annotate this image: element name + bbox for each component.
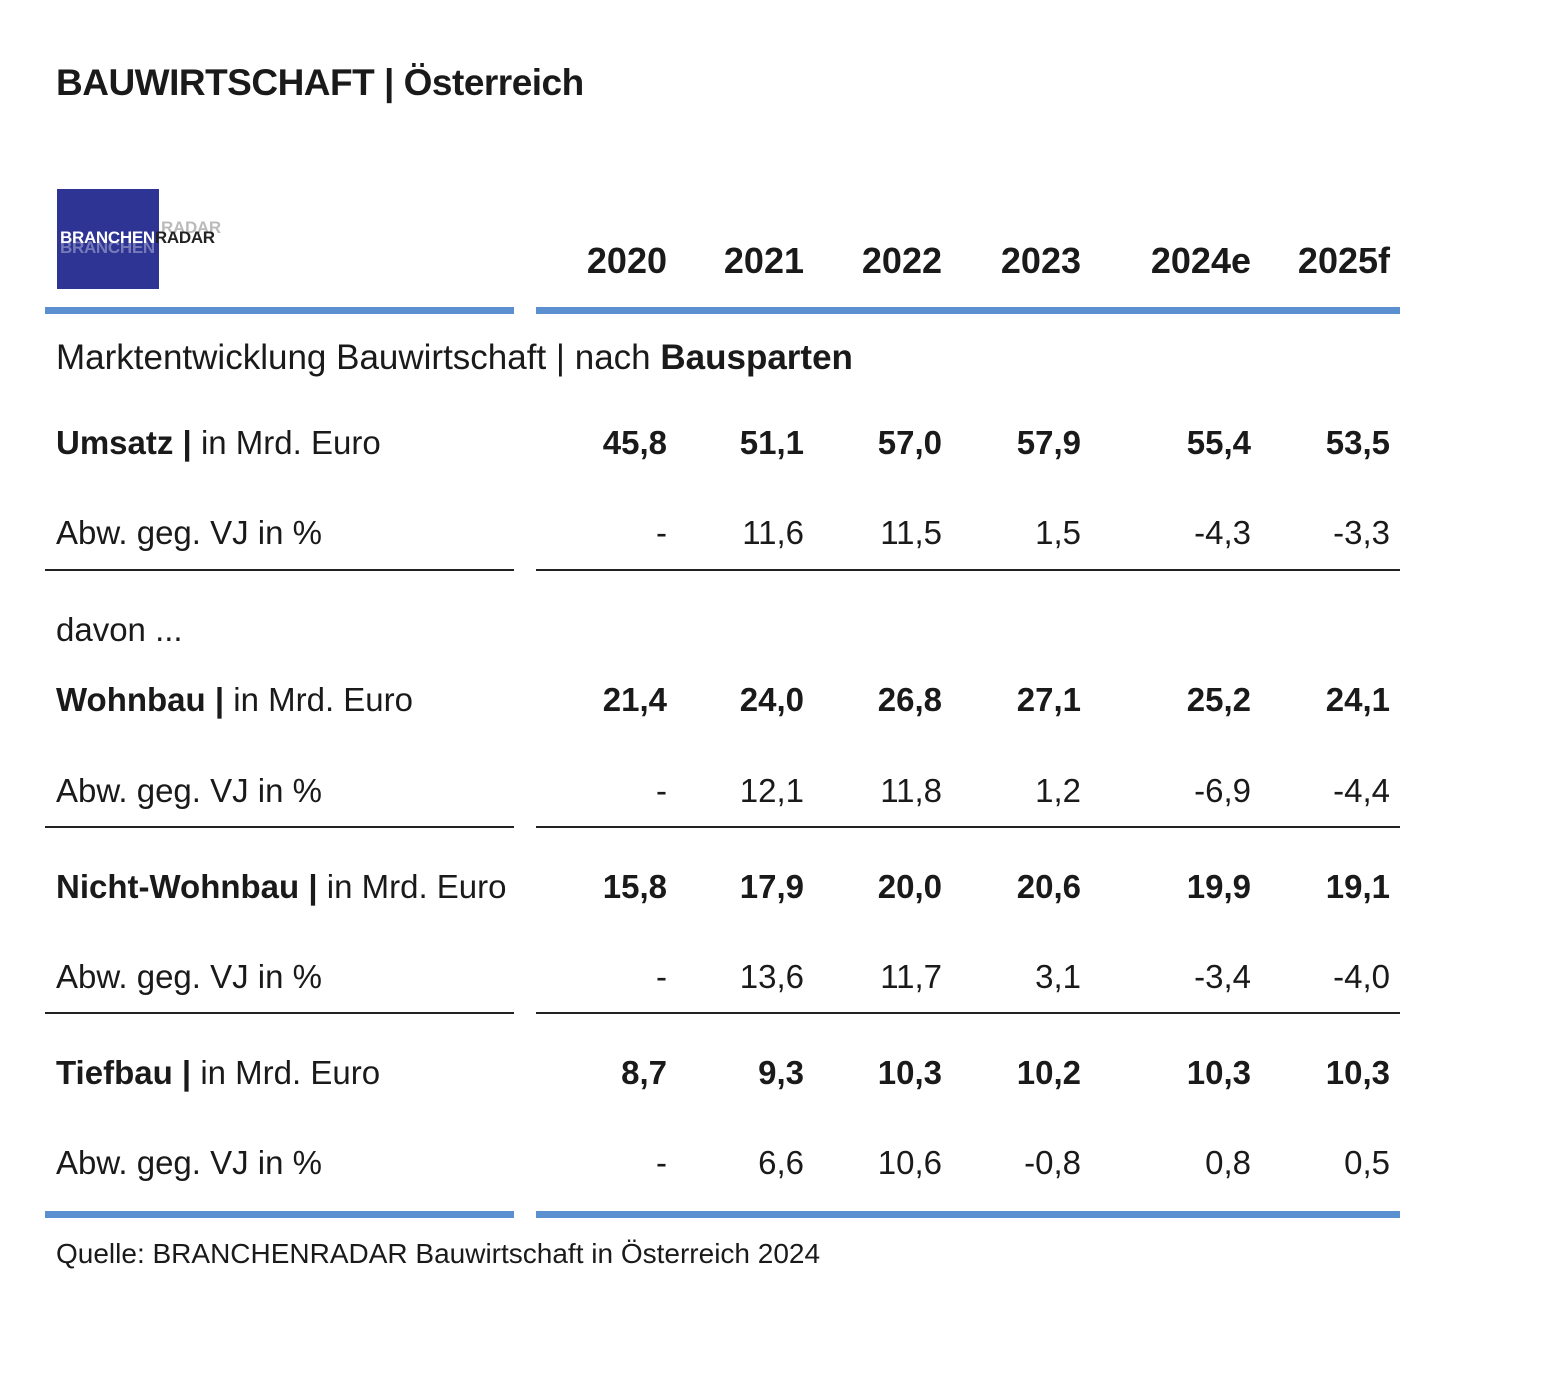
change-label: Abw. geg. VJ in % <box>56 772 322 809</box>
change-cell: 11,7 <box>880 958 942 995</box>
change-label: Abw. geg. VJ in % <box>56 958 322 995</box>
value-cell: 19,9 <box>1186 868 1251 905</box>
logo-text-secondary: RADAR <box>154 228 215 247</box>
value-cell: 57,9 <box>1016 424 1081 461</box>
header-rule-left <box>45 307 514 314</box>
value-cell: 20,0 <box>877 868 942 905</box>
change-cell: 1,2 <box>1035 772 1081 809</box>
row-name-unit: in Mrd. Euro <box>317 868 507 905</box>
section-label-bold: Bausparten <box>660 338 853 377</box>
value-cell: 15,8 <box>602 868 667 905</box>
row-label-wohnbau: Wohnbau | in Mrd. Euro <box>56 681 413 719</box>
change-cell: 13,6 <box>739 958 804 995</box>
change-cell: -0,8 <box>1024 1144 1081 1181</box>
row-name-bold: Tiefbau | <box>56 1054 192 1091</box>
davon-label: davon ... <box>56 611 183 648</box>
header-rule-right <box>536 307 1400 314</box>
value-cell: 10,3 <box>1325 1054 1390 1091</box>
change-cell: 3,1 <box>1035 958 1081 995</box>
change-cell: 0,5 <box>1344 1144 1390 1181</box>
value-cell: 9,3 <box>758 1054 804 1091</box>
year-header-2020: 2020 <box>586 240 667 281</box>
logo-ghost-text: RADAR <box>161 218 221 237</box>
change-cell: - <box>656 1144 667 1181</box>
value-cell: 25,2 <box>1186 681 1251 718</box>
change-label: Abw. geg. VJ in % <box>56 514 322 551</box>
change-cell: -3,3 <box>1333 514 1390 551</box>
value-cell: 26,8 <box>877 681 942 718</box>
value-cell: 51,1 <box>739 424 804 461</box>
value-cell: 45,8 <box>602 424 667 461</box>
value-cell: 8,7 <box>621 1054 667 1091</box>
change-cell: 6,6 <box>758 1144 804 1181</box>
year-header-2022: 2022 <box>861 240 942 281</box>
logo-wordmark: BRANCHENRADAR <box>60 228 215 248</box>
change-cell: - <box>656 772 667 809</box>
change-cell: -4,0 <box>1333 958 1390 995</box>
value-cell: 17,9 <box>739 868 804 905</box>
value-cell: 19,1 <box>1325 868 1390 905</box>
page-title: BAUWIRTSCHAFT | Österreich <box>56 62 584 103</box>
year-header-2025f: 2025f <box>1297 240 1390 281</box>
change-cell: 10,6 <box>877 1144 942 1181</box>
row-divider <box>536 1012 1400 1014</box>
change-cell: 12,1 <box>739 772 804 809</box>
change-cell: - <box>656 514 667 551</box>
change-cell: -3,4 <box>1194 958 1251 995</box>
change-label: Abw. geg. VJ in % <box>56 1144 322 1181</box>
change-cell: -4,3 <box>1194 514 1251 551</box>
value-cell: 27,1 <box>1016 681 1081 718</box>
change-cell: 11,8 <box>880 772 942 809</box>
change-cell: 1,5 <box>1035 514 1081 551</box>
change-cell: -4,4 <box>1333 772 1390 809</box>
section-label: Marktentwicklung Bauwirtschaft | nach Ba… <box>56 338 853 378</box>
row-name-unit: in Mrd. Euro <box>224 681 413 718</box>
branchenradar-logo: BRANCHEN RADAR BRANCHENRADAR <box>57 189 221 289</box>
footer-rule-right <box>536 1211 1400 1218</box>
logo-shadow-text: BRANCHEN <box>60 238 155 257</box>
change-cell: 0,8 <box>1205 1144 1251 1181</box>
change-cell: 11,5 <box>880 514 942 551</box>
row-label-nicht-wohnbau: Nicht-Wohnbau | in Mrd. Euro <box>56 868 507 906</box>
row-name-unit: in Mrd. Euro <box>191 424 381 461</box>
section-label-prefix: Marktentwicklung Bauwirtschaft | nach <box>56 338 661 377</box>
value-cell: 53,5 <box>1325 424 1390 461</box>
value-cell: 24,0 <box>739 681 804 718</box>
year-header-2024e: 2024e <box>1150 240 1251 281</box>
logo-text-primary: BRANCHEN <box>60 228 155 247</box>
row-divider <box>45 826 514 828</box>
row-name-bold: Wohnbau | <box>56 681 225 718</box>
value-cell: 10,3 <box>877 1054 942 1091</box>
year-header-2021: 2021 <box>723 240 804 281</box>
value-cell: 10,2 <box>1016 1054 1081 1091</box>
row-name-bold: Nicht-Wohnbau | <box>56 868 318 905</box>
footer-rule-left <box>45 1211 514 1218</box>
change-cell: - <box>656 958 667 995</box>
value-cell: 24,1 <box>1325 681 1390 718</box>
value-cell: 21,4 <box>602 681 667 718</box>
year-header-2023: 2023 <box>1000 240 1081 281</box>
row-name-unit: in Mrd. Euro <box>191 1054 381 1091</box>
value-cell: 57,0 <box>877 424 942 461</box>
value-cell: 55,4 <box>1186 424 1251 461</box>
row-divider <box>45 1012 514 1014</box>
row-name-bold: Umsatz | <box>56 424 192 461</box>
row-label-tiefbau: Tiefbau | in Mrd. Euro <box>56 1054 380 1092</box>
row-divider <box>536 826 1400 828</box>
value-cell: 20,6 <box>1016 868 1081 905</box>
row-label-umsatz: Umsatz | in Mrd. Euro <box>56 424 381 462</box>
row-divider <box>536 569 1400 571</box>
value-cell: 10,3 <box>1186 1054 1251 1091</box>
row-divider <box>45 569 514 571</box>
change-cell: -6,9 <box>1194 772 1251 809</box>
change-cell: 11,6 <box>742 514 804 551</box>
source-note: Quelle: BRANCHENRADAR Bauwirtschaft in Ö… <box>56 1238 821 1269</box>
